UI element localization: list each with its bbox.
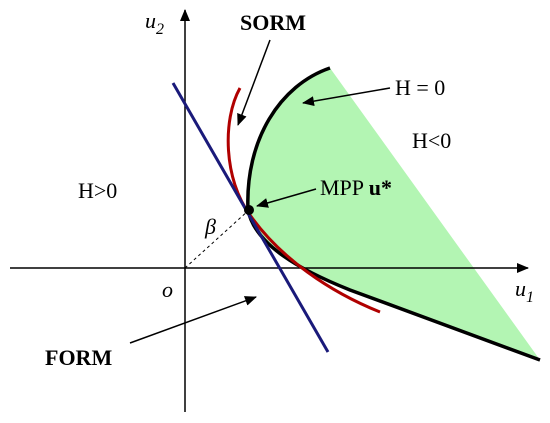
mpp-label: MPP u* <box>320 175 392 200</box>
u1-subscript: 1 <box>526 289 534 306</box>
sorm-arrow <box>237 39 271 126</box>
form-arrow <box>129 296 257 344</box>
h-zero-arrow <box>302 87 391 107</box>
form-line <box>171 82 330 353</box>
h-positive-label: H>0 <box>78 178 117 203</box>
form-label: FORM <box>45 345 112 370</box>
h-zero-label: H = 0 <box>395 75 445 100</box>
mpp-arrow <box>256 188 317 208</box>
u2-subscript: 2 <box>156 21 164 38</box>
mpp-text: MPP <box>320 175 364 200</box>
origin-label: o <box>162 277 173 302</box>
beta-label: β <box>204 214 216 239</box>
u1-label: u1 <box>515 276 534 306</box>
beta-distance <box>184 209 250 269</box>
sorm-label: SORM <box>240 10 306 35</box>
failure-region <box>247 68 540 360</box>
u2-label: u2 <box>145 8 164 38</box>
mpp-point <box>244 205 254 215</box>
h-negative-label: H<0 <box>412 128 451 153</box>
u1-text: u <box>515 276 526 301</box>
mpp-symbol: u* <box>369 175 392 200</box>
u2-text: u <box>145 8 156 33</box>
